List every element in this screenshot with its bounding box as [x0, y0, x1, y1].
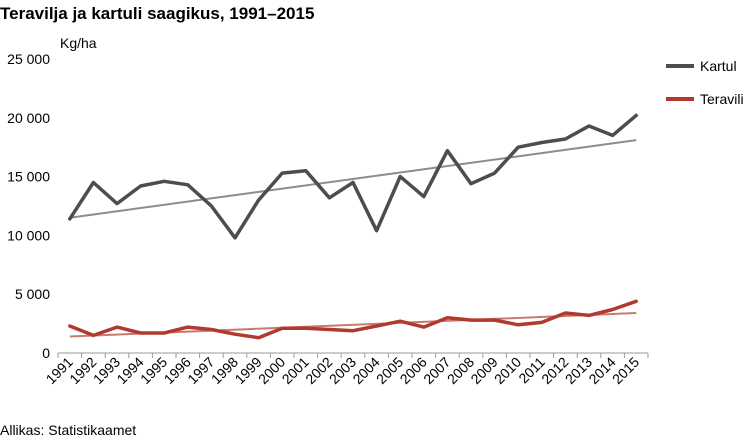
- trend-line-kartul: [69, 139, 637, 219]
- legend: Kartul Teravili: [666, 58, 744, 107]
- trend-lines: [69, 139, 637, 338]
- legend-label-teravili: Teravili: [700, 91, 744, 107]
- legend-label-kartul: Kartul: [700, 58, 737, 74]
- y-tick-label: 15 000: [7, 169, 50, 185]
- x-tick-label: 2015: [609, 354, 642, 387]
- x-axis: 1991199219931994199519961997199819992000…: [43, 352, 649, 387]
- y-axis: 0 5 000 10 000 15 000 20 000 25 000: [7, 51, 50, 361]
- series-line-teravili: [68, 299, 638, 340]
- y-tick-label: 25 000: [7, 51, 50, 67]
- series-lines: [68, 113, 638, 340]
- y-tick-label: 20 000: [7, 110, 50, 126]
- y-axis-unit: Kg/ha: [60, 35, 97, 51]
- chart-title: Teravilja ja kartuli saagikus, 1991–2015: [0, 4, 314, 23]
- y-tick-label: 5 000: [15, 286, 50, 302]
- source-note: Allikas: Statistikaamet: [0, 422, 136, 438]
- y-tick-label: 0: [42, 345, 50, 361]
- series-line-kartul: [68, 113, 638, 240]
- y-tick-label: 10 000: [7, 227, 50, 243]
